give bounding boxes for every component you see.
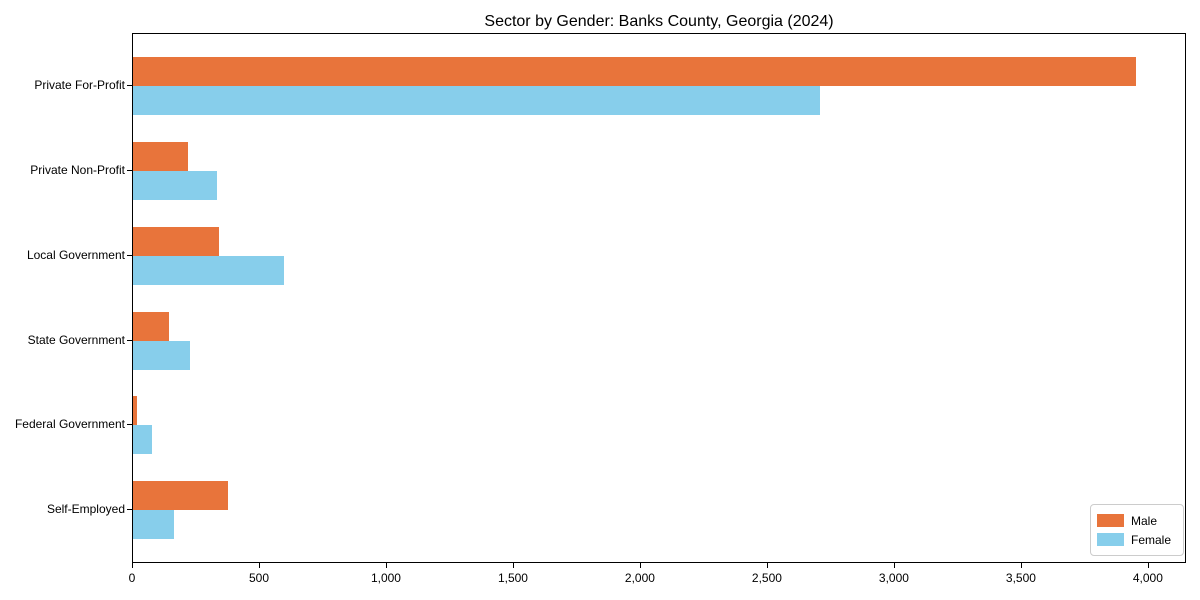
xtick-mark-1 [258,563,260,568]
xtick-label-6: 3,000 [878,571,909,585]
ytick-mark-1 [127,170,132,171]
bar-female-0 [133,86,820,115]
bar-male-0 [133,57,1136,86]
bar-female-4 [133,425,152,454]
bar-male-4 [133,396,137,425]
ytick-mark-0 [127,85,132,86]
bar-female-1 [133,171,217,200]
xtick-label-3: 1,500 [497,571,528,585]
plot-area [132,33,1186,563]
legend-item-male: Male [1097,514,1177,528]
bar-male-3 [133,312,169,341]
xtick-mark-5 [766,563,768,568]
xtick-mark-8 [1147,563,1149,568]
ytick-mark-2 [127,255,132,256]
xtick-label-4: 2,000 [624,571,655,585]
bar-female-3 [133,341,190,370]
legend-item-female: Female [1097,533,1177,547]
xtick-mark-4 [639,563,641,568]
legend: Male Female [1090,504,1184,556]
bar-female-2 [133,256,284,285]
legend-label-male: Male [1131,513,1158,528]
xtick-label-5: 2,500 [751,571,782,585]
ytick-label-5: Self-Employed [46,502,125,516]
ytick-mark-3 [127,340,132,341]
chart-title: Sector by Gender: Banks County, Georgia … [484,13,834,30]
bar-male-2 [133,227,219,256]
ytick-label-2: Local Government [26,248,125,262]
bar-male-5 [133,481,228,510]
ytick-label-0: Private For-Profit [34,78,125,92]
ytick-label-3: State Government [27,333,125,347]
xtick-mark-7 [1020,563,1022,568]
xtick-mark-2 [385,563,387,568]
xtick-mark-0 [132,563,133,568]
ytick-mark-4 [127,424,132,425]
xtick-label-8: 4,000 [1132,571,1163,585]
ytick-label-4: Federal Government [14,417,125,431]
xtick-mark-6 [893,563,895,568]
xtick-label-7: 3,500 [1005,571,1036,585]
bar-female-5 [133,510,174,539]
ytick-mark-5 [127,509,132,510]
male-color-swatch [1097,514,1124,527]
legend-label-female: Female [1131,532,1172,547]
ytick-label-1: Private Non-Profit [30,163,125,177]
bar-male-1 [133,142,188,171]
xtick-label-2: 1,000 [370,571,401,585]
female-color-swatch [1097,533,1124,546]
xtick-mark-3 [512,563,514,568]
xtick-label-1: 500 [248,571,269,585]
xtick-label-0: 0 [128,571,136,585]
